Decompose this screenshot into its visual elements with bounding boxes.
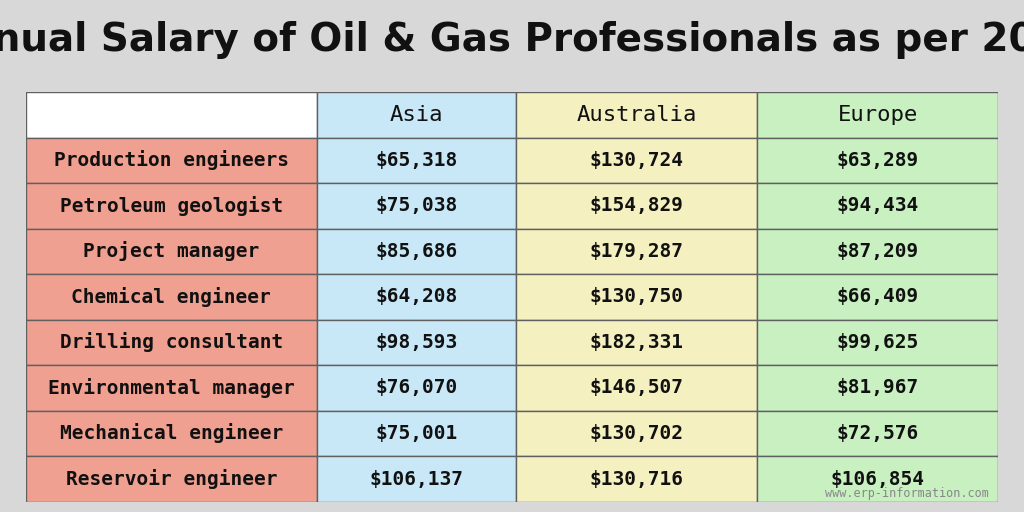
Bar (26, 365, 317, 411)
Bar (516, 92, 758, 138)
Bar (317, 319, 516, 365)
Text: $94,434: $94,434 (837, 197, 919, 216)
Bar (26, 229, 317, 274)
Bar (516, 319, 758, 365)
Bar (317, 183, 516, 229)
Bar (317, 92, 516, 138)
Bar (26, 411, 317, 456)
Text: $65,318: $65,318 (376, 151, 458, 170)
Text: $64,208: $64,208 (376, 287, 458, 307)
Bar (26, 92, 317, 138)
Text: $76,070: $76,070 (376, 378, 458, 397)
Bar (758, 183, 998, 229)
Text: $85,686: $85,686 (376, 242, 458, 261)
Text: $75,001: $75,001 (376, 424, 458, 443)
Text: $154,829: $154,829 (590, 197, 684, 216)
Bar (758, 229, 998, 274)
Text: $130,702: $130,702 (590, 424, 684, 443)
Text: $63,289: $63,289 (837, 151, 919, 170)
Text: $66,409: $66,409 (837, 287, 919, 307)
Text: Europe: Europe (838, 105, 919, 125)
Text: Project manager: Project manager (83, 242, 259, 262)
Bar (758, 456, 998, 502)
Text: $98,593: $98,593 (376, 333, 458, 352)
Text: Asia: Asia (390, 105, 443, 125)
Bar (516, 411, 758, 456)
Text: $130,724: $130,724 (590, 151, 684, 170)
Text: $146,507: $146,507 (590, 378, 684, 397)
Bar (317, 229, 516, 274)
Bar (758, 365, 998, 411)
Text: Mechanical engineer: Mechanical engineer (59, 423, 283, 443)
Bar (516, 365, 758, 411)
Text: Drilling consultant: Drilling consultant (59, 332, 283, 352)
Bar (758, 138, 998, 183)
Text: Annual Salary of Oil & Gas Professionals as per 2019: Annual Salary of Oil & Gas Professionals… (0, 20, 1024, 59)
Bar (26, 274, 317, 319)
Text: $81,967: $81,967 (837, 378, 919, 397)
Bar (26, 183, 317, 229)
Text: $182,331: $182,331 (590, 333, 684, 352)
Text: $106,137: $106,137 (370, 470, 464, 488)
Text: Chemical engineer: Chemical engineer (72, 287, 271, 307)
Bar (26, 319, 317, 365)
Text: Production engineers: Production engineers (54, 151, 289, 170)
Bar (758, 319, 998, 365)
Bar (516, 138, 758, 183)
Text: $72,576: $72,576 (837, 424, 919, 443)
Text: $106,854: $106,854 (830, 470, 925, 488)
Bar (516, 183, 758, 229)
Bar (317, 365, 516, 411)
Bar (758, 411, 998, 456)
Text: Environmental manager: Environmental manager (48, 378, 295, 398)
Text: $99,625: $99,625 (837, 333, 919, 352)
Text: $75,038: $75,038 (376, 197, 458, 216)
Bar (516, 274, 758, 319)
Text: $130,716: $130,716 (590, 470, 684, 488)
Bar (26, 456, 317, 502)
Bar (317, 138, 516, 183)
Text: $87,209: $87,209 (837, 242, 919, 261)
Text: Reservoir engineer: Reservoir engineer (66, 469, 278, 489)
Bar (758, 274, 998, 319)
Bar (26, 138, 317, 183)
Bar (516, 229, 758, 274)
Text: Australia: Australia (577, 105, 697, 125)
Text: $179,287: $179,287 (590, 242, 684, 261)
Bar (758, 92, 998, 138)
Text: $130,750: $130,750 (590, 287, 684, 307)
Text: Petroleum geologist: Petroleum geologist (59, 196, 283, 216)
Text: www.erp-information.com: www.erp-information.com (824, 487, 989, 500)
Bar (317, 411, 516, 456)
Bar (516, 456, 758, 502)
Bar (317, 456, 516, 502)
Bar (317, 274, 516, 319)
